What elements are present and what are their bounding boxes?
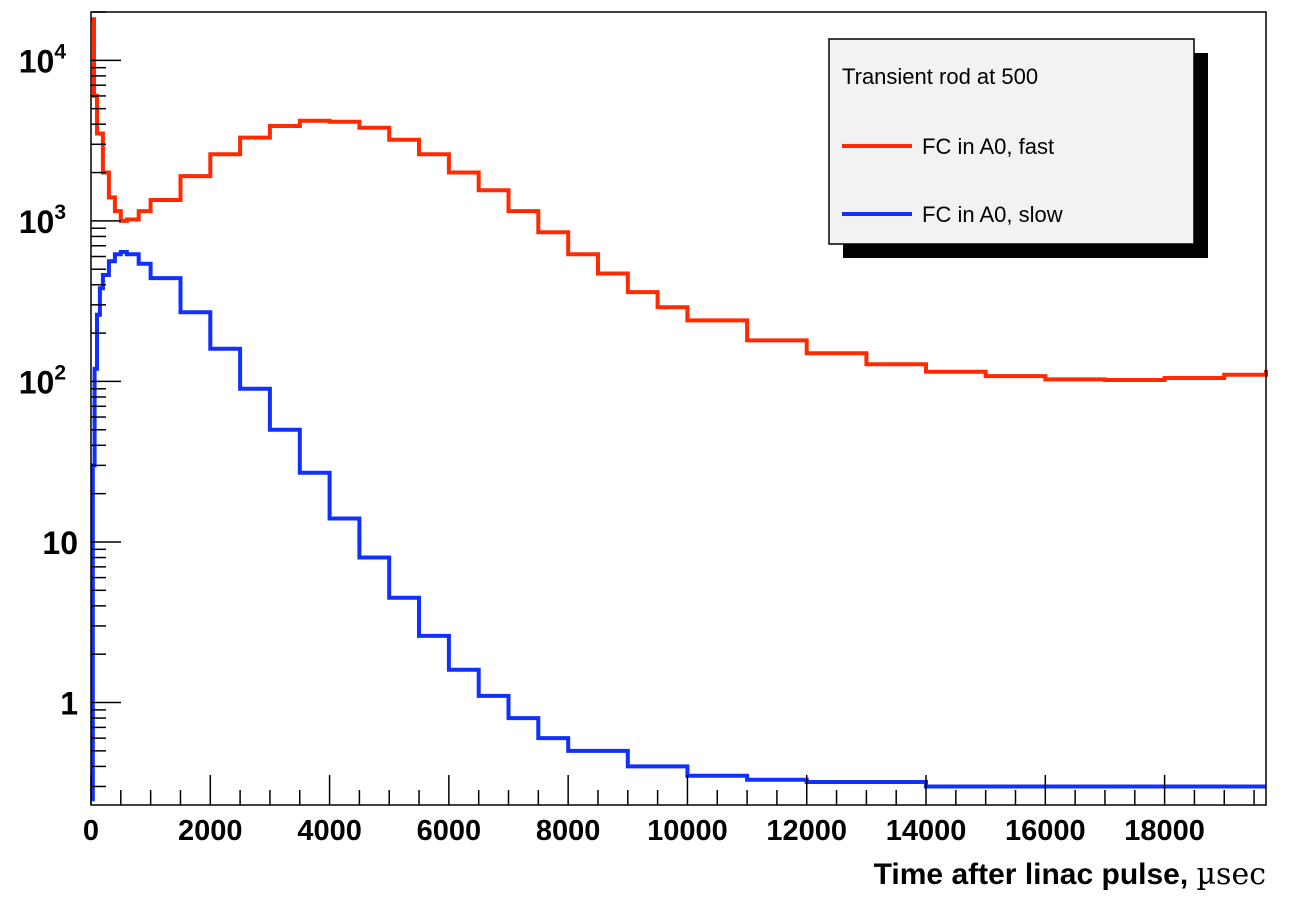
y-tick-label: 1 xyxy=(60,686,78,722)
y-tick-exponent: 3 xyxy=(54,201,66,224)
legend-label-slow: FC in A0, slow xyxy=(922,202,1063,227)
x-tick-label: 14000 xyxy=(886,815,967,847)
x-tick-label: 16000 xyxy=(1005,815,1086,847)
x-axis-title: Time after linac pulse, µsec xyxy=(874,857,1266,892)
legend: Transient rod at 500 FC in A0, fast FC i… xyxy=(828,38,1208,258)
x-tick-label: 18000 xyxy=(1124,815,1205,847)
y-tick-label: 103 xyxy=(19,201,66,240)
x-axis-title-unit: µsec xyxy=(1197,857,1266,892)
x-tick-label: 12000 xyxy=(766,815,847,847)
x-tick-label: 8000 xyxy=(536,815,601,847)
x-tick-label: 6000 xyxy=(417,815,482,847)
x-tick-label: 2000 xyxy=(178,815,243,847)
series-layer xyxy=(90,17,1268,802)
legend-box xyxy=(828,38,1195,245)
y-tick-base: 10 xyxy=(19,204,55,240)
y-tick-label: 104 xyxy=(19,40,67,79)
y-tick-label: 102 xyxy=(19,361,66,400)
plot-frame xyxy=(90,11,1267,806)
x-tick-label: 10000 xyxy=(647,815,728,847)
series-line-0 xyxy=(91,17,1268,382)
x-tick-label: 4000 xyxy=(297,815,362,847)
y-tick-label: 10 xyxy=(42,525,78,561)
x-axis-title-text: Time after linac pulse, xyxy=(874,858,1197,891)
legend-header: Transient rod at 500 xyxy=(842,64,1038,89)
x-tick-label: 0 xyxy=(83,815,99,847)
series-line-1 xyxy=(90,250,1266,802)
y-tick-base: 10 xyxy=(19,43,55,79)
y-tick-base: 10 xyxy=(19,364,55,400)
y-tick-exponent: 2 xyxy=(54,361,66,384)
legend-label-fast: FC in A0, fast xyxy=(922,134,1054,159)
y-tick-exponent: 4 xyxy=(54,40,66,63)
